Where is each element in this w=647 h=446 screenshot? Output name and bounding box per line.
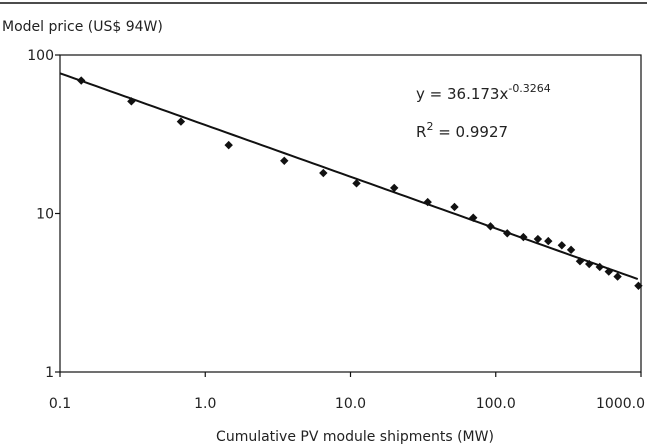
data-point	[503, 229, 512, 238]
data-point	[544, 236, 553, 246]
r2-suffix: = 0.9927	[433, 123, 508, 141]
x-tick-label: 1.0	[194, 396, 216, 412]
r2-prefix: R	[416, 123, 426, 141]
data-point	[450, 202, 459, 212]
r2-sup: 2	[426, 120, 433, 133]
data-point	[280, 156, 289, 166]
data-point	[519, 232, 528, 242]
data-point	[634, 281, 643, 290]
data-point	[613, 272, 622, 281]
data-point	[604, 267, 613, 276]
data-points	[77, 76, 643, 290]
data-point	[575, 257, 585, 266]
y-tick-label: 1	[45, 365, 54, 381]
data-point	[595, 262, 604, 272]
y-tick-label: 100	[27, 48, 54, 64]
data-point	[566, 245, 576, 255]
data-point	[352, 179, 361, 188]
x-tick-label: 1000.0	[596, 396, 645, 412]
data-point	[390, 183, 399, 193]
plot-area	[59, 54, 642, 373]
equation-exponent: -0.3264	[508, 82, 550, 95]
x-tick-label: 100.0	[476, 396, 516, 412]
x-tick-label: 0.1	[49, 396, 71, 412]
power-trendline	[59, 72, 639, 280]
y-axis-title: Model price (US$ 94W)	[2, 19, 163, 35]
data-point	[423, 197, 432, 207]
y-axis: 1 10 100	[27, 48, 60, 381]
data-point	[176, 117, 186, 126]
x-tick-label: 10.0	[335, 396, 366, 412]
data-point	[533, 234, 543, 244]
data-point	[469, 213, 478, 222]
data-point	[319, 168, 328, 178]
data-point	[77, 76, 86, 85]
data-point	[585, 259, 594, 269]
y-tick-label: 10	[36, 207, 54, 223]
equation-annotation: y = 36.173x-0.3264	[416, 82, 551, 103]
data-point	[127, 97, 136, 106]
data-point	[224, 140, 233, 150]
equation-prefix: y = 36.173x	[416, 85, 508, 103]
x-axis: 0.1 1.0 10.0 100.0 1000.0	[49, 372, 645, 412]
r-squared-annotation: R2 = 0.9927	[416, 120, 508, 141]
x-axis-title: Cumulative PV module shipments (MW)	[216, 429, 494, 445]
data-point	[486, 222, 495, 231]
data-point	[557, 241, 567, 250]
